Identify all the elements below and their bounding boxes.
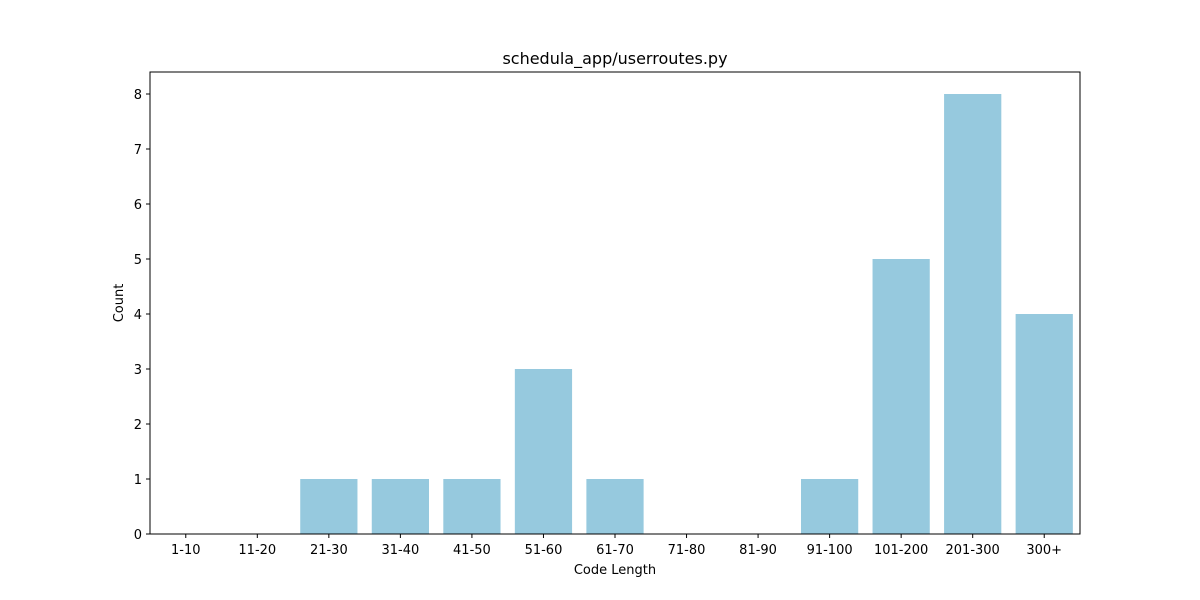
y-tick-label: 7 <box>134 143 142 158</box>
bar-31-40 <box>371 479 429 534</box>
x-tick-label: 1-10 <box>171 543 201 558</box>
bar-61-70 <box>586 479 644 534</box>
y-tick-label: 3 <box>134 363 142 378</box>
x-tick-label: 31-40 <box>381 543 419 558</box>
x-tick-label: 101-200 <box>874 543 928 558</box>
x-tick-label: 91-100 <box>807 543 853 558</box>
x-tick-label: 21-30 <box>310 543 348 558</box>
x-tick-label: 51-60 <box>525 543 563 558</box>
x-axis-label: Code Length <box>574 563 656 578</box>
x-tick-label: 61-70 <box>596 543 634 558</box>
y-axis-label: Count <box>112 284 127 323</box>
y-axis: 0 1 2 3 4 5 6 7 8 <box>134 88 150 543</box>
y-tick-label: 5 <box>134 253 142 268</box>
x-tick-label: 41-50 <box>453 543 491 558</box>
x-tick-label: 300+ <box>1026 543 1062 558</box>
x-tick-label: 71-80 <box>668 543 706 558</box>
bar-201-300 <box>944 94 1002 534</box>
bar-41-50 <box>443 479 501 534</box>
y-tick-label: 8 <box>134 88 142 103</box>
x-tick-label: 81-90 <box>739 543 777 558</box>
y-tick-label: 2 <box>134 418 142 433</box>
x-axis: 1-10 11-20 21-30 31-40 41-50 51-60 61-70 71-80 8… <box>171 534 1062 558</box>
bar-51-60 <box>514 369 573 534</box>
y-tick-label: 1 <box>134 473 142 488</box>
y-tick-label: 6 <box>134 198 142 213</box>
x-tick-label: 11-20 <box>238 543 276 558</box>
bar-91-100 <box>801 479 859 534</box>
plot-frame <box>149 71 1081 535</box>
bars-group <box>300 94 1073 534</box>
bar-101-200 <box>872 259 930 534</box>
y-tick-label: 4 <box>134 308 142 323</box>
bar-21-30 <box>300 479 358 534</box>
x-tick-label: 201-300 <box>946 543 1000 558</box>
chart-title: schedula_app/userroutes.py <box>502 49 727 69</box>
y-tick-label: 0 <box>134 528 142 543</box>
bar-300+ <box>1015 314 1073 534</box>
